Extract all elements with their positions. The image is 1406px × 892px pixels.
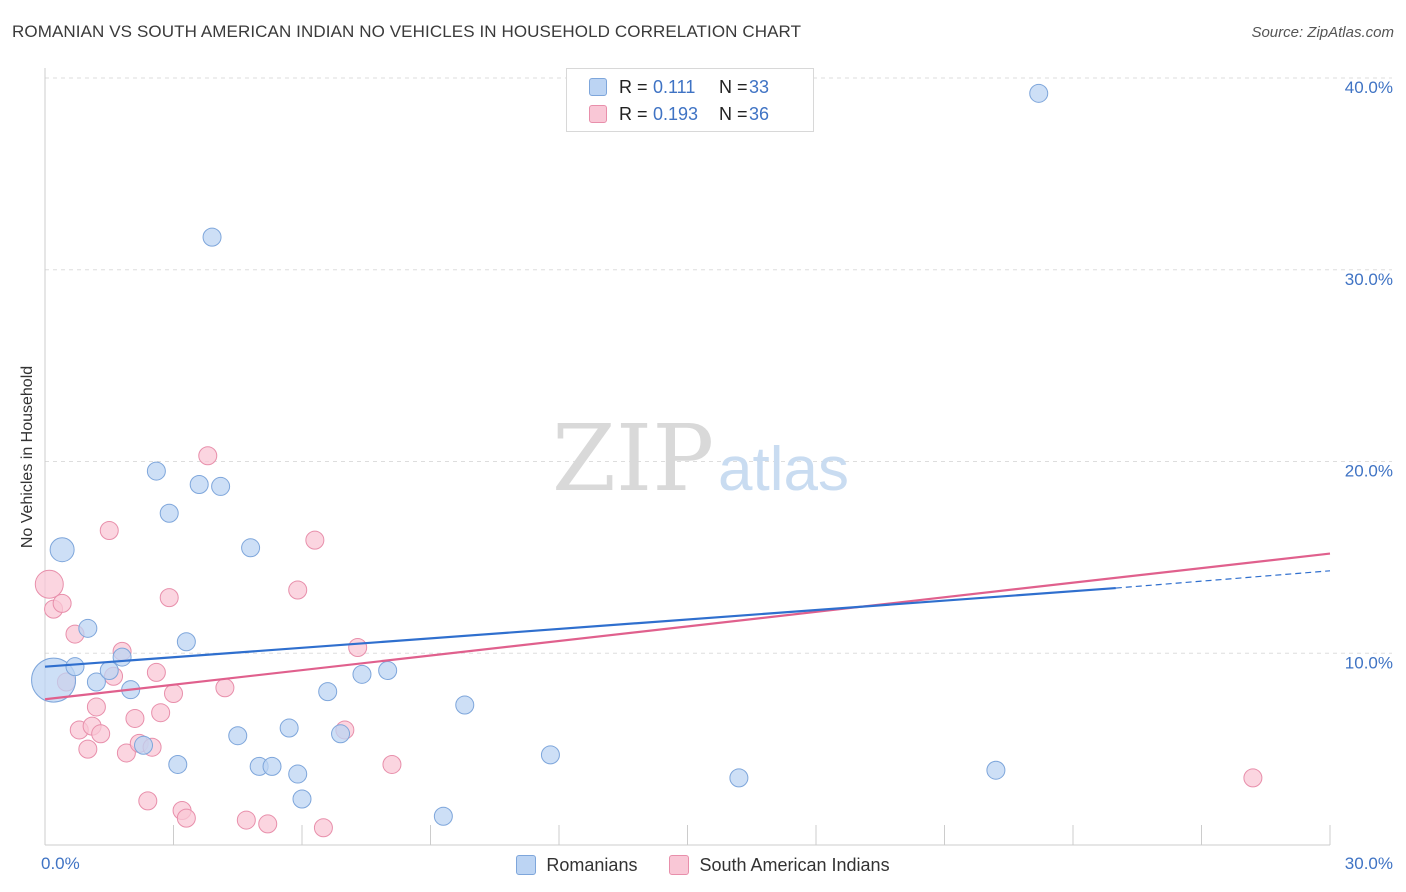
legend-label: Romanians — [546, 854, 638, 875]
romanians-swatch — [589, 78, 607, 96]
south-american-indians-point — [348, 637, 368, 657]
romanians-point — [331, 724, 351, 744]
south-american-indians-point — [146, 662, 166, 682]
r-label: R = — [619, 76, 648, 97]
romanians-point — [729, 768, 749, 788]
x-tick-labels: 0.0% 30.0% — [41, 854, 1393, 873]
romanians-point — [318, 682, 338, 702]
romanians-point — [99, 661, 119, 681]
y-tick-label: 10.0% — [1345, 653, 1393, 672]
romanians-point — [176, 632, 196, 652]
south-american-indians-point — [215, 678, 235, 698]
south-american-indians-point — [116, 743, 136, 763]
romanians-point — [262, 756, 282, 776]
south-american-indians-point — [125, 708, 145, 728]
axes — [44, 68, 1331, 846]
romanians-point — [279, 718, 299, 738]
r-value: 0.111 — [653, 76, 696, 97]
romanians-point — [540, 745, 560, 765]
watermark-zip: ZIP — [552, 405, 714, 512]
south-american-indians-point — [138, 791, 158, 811]
n-label: N = — [719, 76, 748, 97]
romanians-point — [455, 695, 475, 715]
romanians-point — [352, 664, 372, 684]
romanians-point — [86, 672, 106, 692]
south-american-indians-point — [1243, 768, 1263, 788]
y-tick-label: 40.0% — [1345, 78, 1393, 97]
romanians-point — [146, 461, 166, 481]
romanians-point — [292, 789, 312, 809]
romanians-point — [433, 806, 453, 826]
chart-title: ROMANIAN VS SOUTH AMERICAN INDIAN NO VEH… — [12, 22, 802, 41]
romanians-swatch — [516, 855, 537, 875]
south-american-indians-point — [176, 808, 196, 828]
romanians-point — [134, 735, 154, 755]
legend-item-romanians[interactable]: Romanians — [516, 855, 637, 876]
romanians-trend-line — [44, 586, 1116, 668]
south-american-indians-point — [198, 446, 218, 466]
watermark: ZIP atlas — [552, 405, 849, 512]
legend-item-south-american-indians[interactable]: South American Indians — [669, 854, 890, 876]
watermark-atlas: atlas — [718, 435, 849, 504]
south-american-indians-point — [258, 814, 278, 834]
south-american-indians-point — [313, 818, 333, 838]
y-tick-label: 20.0% — [1345, 462, 1393, 481]
y-tick-label: 30.0% — [1345, 270, 1393, 289]
romanians-point — [112, 647, 132, 667]
romanians-point — [986, 760, 1006, 780]
south-american-indians-point — [159, 588, 179, 608]
x-tick-label: 30.0% — [1345, 854, 1393, 873]
south-american-indians-point — [236, 810, 256, 830]
r-label: R = — [619, 103, 648, 124]
romanians-point — [78, 618, 98, 638]
south-american-indians-trend-line — [44, 552, 1331, 701]
romanians-point — [241, 538, 261, 558]
y-tick-labels: 10.0% 20.0% 30.0% 40.0% — [1345, 78, 1393, 672]
romanians-point — [189, 475, 209, 495]
x-tick-label: 0.0% — [41, 854, 80, 873]
south-american-indians-point — [382, 754, 402, 774]
south-american-indians-point — [151, 703, 171, 723]
south-american-indians-point — [86, 697, 106, 717]
legend-row-romanians: R = 0.111 N = 33 — [589, 75, 769, 99]
n-label: N = — [719, 103, 748, 124]
source-credit: Source: ZipAtlas.com — [1251, 24, 1394, 41]
south-american-indians-point — [91, 724, 111, 744]
romanians-point — [159, 503, 179, 523]
n-value: 33 — [749, 76, 770, 97]
south-american-indians-point — [34, 569, 64, 599]
romanians-point — [211, 476, 231, 496]
legend-row-south-american-indians: R = 0.193 N = 36 — [589, 102, 769, 126]
romanians-point — [288, 764, 308, 784]
romanians-points — [31, 83, 1049, 826]
series-legend: Romanians South American Indians — [0, 852, 1406, 878]
romanians-trend-extension — [1115, 570, 1331, 589]
romanians-point — [65, 657, 85, 677]
romanians-point — [228, 726, 248, 746]
trend-lines — [44, 552, 1331, 701]
grid-lines — [45, 77, 1392, 654]
legend-label: South American Indians — [699, 854, 890, 875]
south-american-indians-point — [78, 739, 98, 759]
south-american-indians-point — [164, 684, 183, 704]
romanians-point — [31, 657, 77, 703]
romanians-point — [378, 661, 398, 681]
r-value: 0.193 — [653, 103, 699, 124]
south-american-indians-point — [288, 580, 308, 600]
romanians-point — [49, 537, 75, 563]
romanians-point — [202, 227, 222, 247]
south-american-indians-swatch — [589, 105, 607, 123]
correlation-legend: R = 0.111 N = 33 R = 0.193 N = 36 — [566, 68, 814, 132]
n-value: 36 — [749, 103, 770, 124]
south-american-indians-point — [52, 593, 72, 613]
south-american-indians-swatch — [669, 855, 690, 875]
south-american-indians-point — [305, 530, 325, 550]
romanians-point — [1029, 83, 1049, 103]
romanians-point — [168, 754, 188, 774]
south-american-indians-point — [99, 521, 119, 541]
